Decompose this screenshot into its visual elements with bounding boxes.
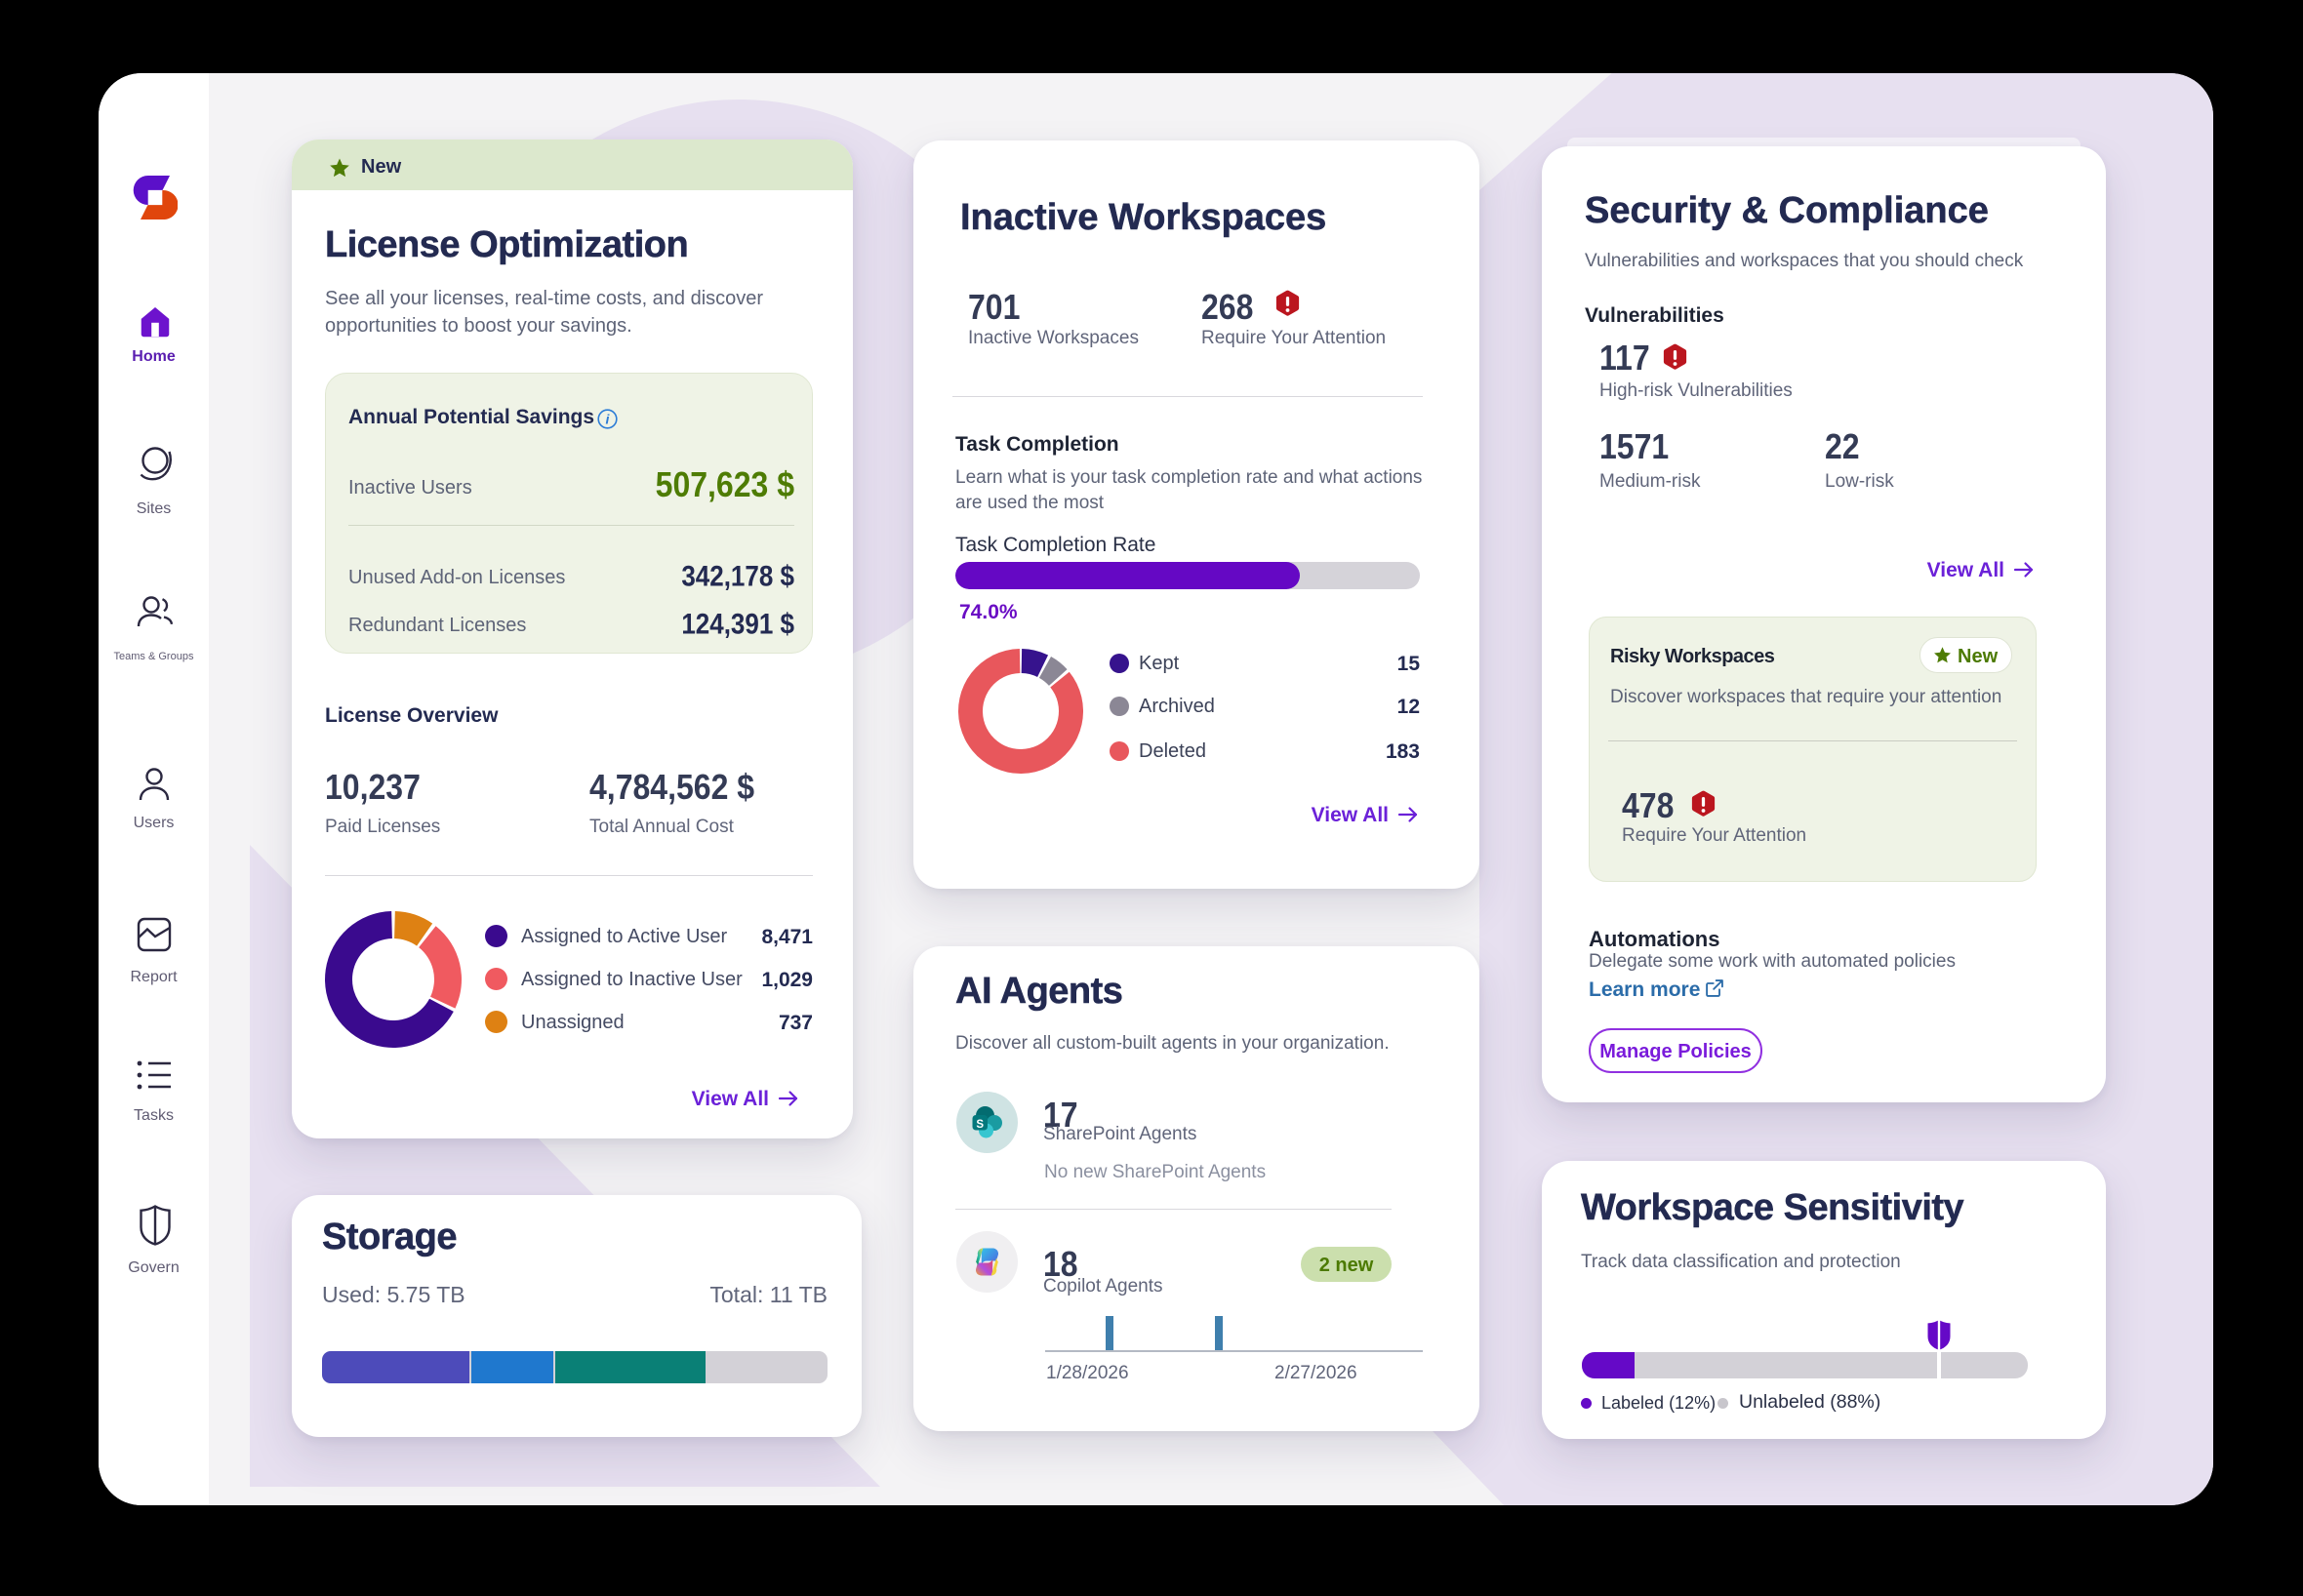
svg-text:i: i (606, 411, 611, 426)
svg-text:S: S (976, 1119, 984, 1131)
